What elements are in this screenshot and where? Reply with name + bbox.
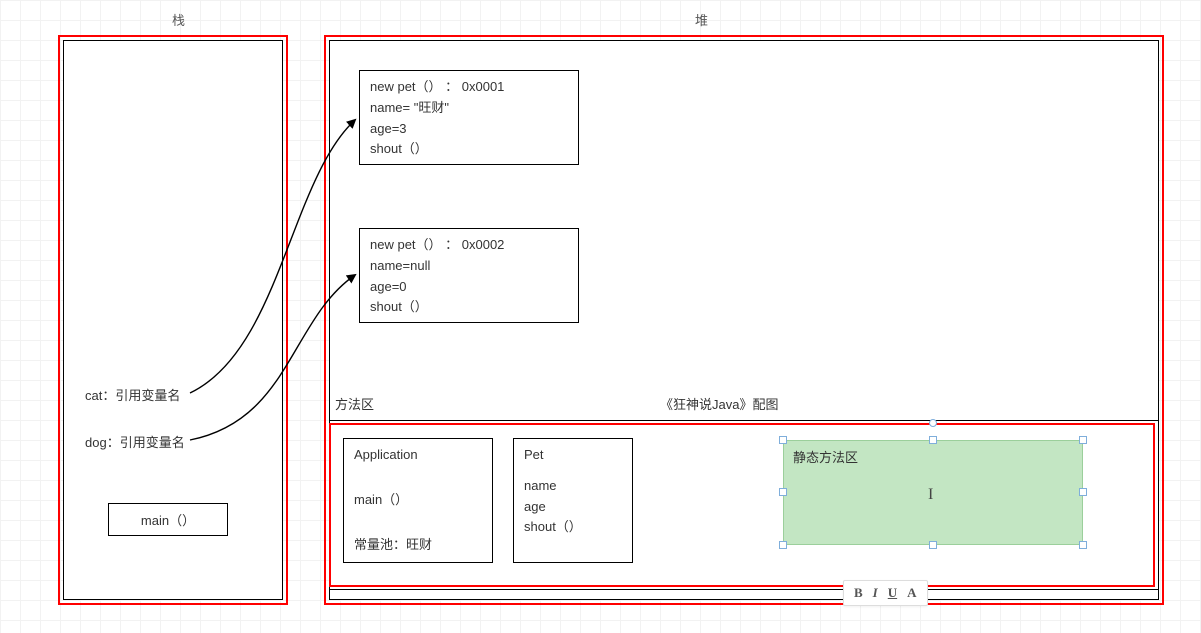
heap-obj2-line1: new pet（） ： 0x0002 [370,235,568,256]
stack-header-label: 栈 [172,10,185,29]
heap-obj1-line1: new pet（） ： 0x0001 [370,77,568,98]
application-constpool: 常量池：旺财 [354,535,482,556]
bold-button[interactable]: B [854,585,863,601]
heap-obj1-line3: age=3 [370,119,568,140]
italic-button[interactable]: I [873,585,878,601]
underline-button[interactable]: U [888,585,897,601]
method-area-caption: 《狂神说Java》配图 [660,394,778,413]
pet-age: age [524,497,622,518]
heap-obj2-line3: age=0 [370,277,568,298]
heap-obj2-line2: name=null [370,256,568,277]
stack-dog-label: dog：引用变量名 [85,432,185,451]
heap-object-2: new pet（） ： 0x0002 name=null age=0 shout… [359,228,579,323]
pet-box: Pet name age shout（） [513,438,633,563]
resize-handle[interactable] [1079,436,1087,444]
resize-handle[interactable] [779,436,787,444]
pet-title: Pet [524,445,622,466]
resize-handle[interactable] [929,541,937,549]
static-area-label: 静态方法区 [793,447,858,466]
resize-handle[interactable] [779,488,787,496]
heap-obj2-line4: shout（） [370,297,568,318]
application-main: main（） [354,490,482,511]
heap-header-label: 堆 [695,10,708,29]
application-box: Application main（） 常量池：旺财 [343,438,493,563]
application-title: Application [354,445,482,466]
rotate-handle[interactable] [929,419,937,427]
resize-handle[interactable] [779,541,787,549]
method-area-title: 方法区 [335,394,374,413]
diagram-canvas: 栈 堆 cat：引用变量名 dog：引用变量名 main（） new pet（）… [0,0,1201,633]
format-toolbar: B I U A [843,580,928,606]
resize-handle[interactable] [1079,541,1087,549]
text-cursor-icon: I [928,486,933,504]
resize-handle[interactable] [929,436,937,444]
pet-shout: shout（） [524,517,622,538]
heap-obj1-line2: name= "旺财" [370,98,568,119]
stack-main-label: main（） [141,513,195,528]
heap-object-1: new pet（） ： 0x0001 name= "旺财" age=3 shou… [359,70,579,165]
stack-main-box: main（） [108,503,228,536]
resize-handle[interactable] [1079,488,1087,496]
pet-name: name [524,476,622,497]
font-color-button[interactable]: A [907,585,916,601]
heap-obj1-line4: shout（） [370,139,568,160]
stack-cat-label: cat：引用变量名 [85,385,180,404]
